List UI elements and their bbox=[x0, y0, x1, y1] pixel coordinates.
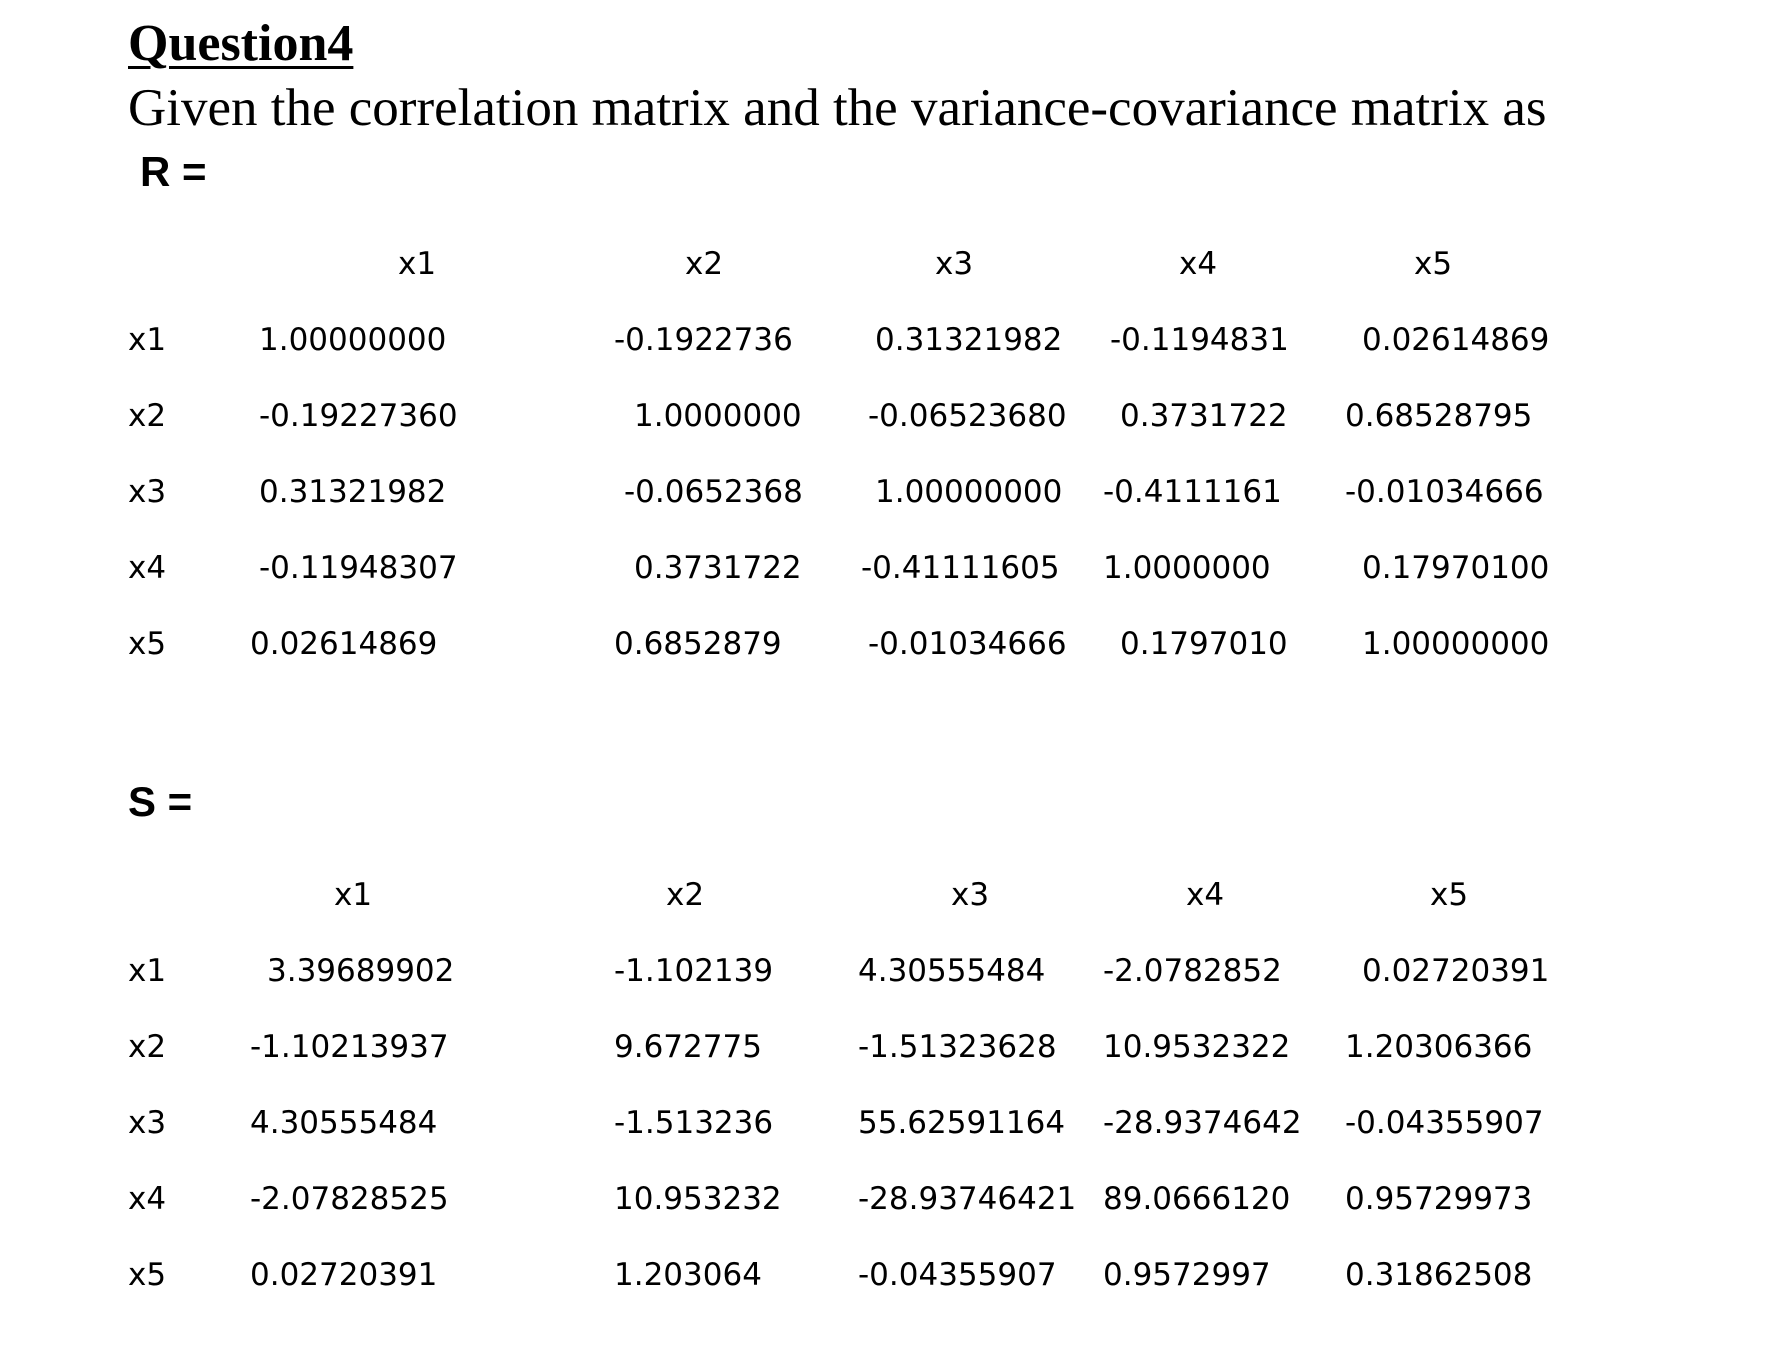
matrix-r-cell: -0.01034666 bbox=[1345, 474, 1544, 510]
matrix-s-cell: -0.04355907 bbox=[1345, 1105, 1544, 1141]
matrix-s-cell: 0.02720391 bbox=[250, 1257, 438, 1293]
matrix-r-cell: -0.01034666 bbox=[868, 626, 1067, 662]
matrix-s-cell: 1.20306366 bbox=[1345, 1029, 1533, 1065]
matrix-s-cell: 0.9572997 bbox=[1103, 1257, 1271, 1293]
matrix-r-cell: 1.00000000 bbox=[259, 322, 447, 358]
matrix-r-col-header: x1 bbox=[398, 246, 437, 282]
matrix-r-cell: 0.3731722 bbox=[1120, 398, 1288, 434]
matrix-s-cell: 0.02720391 bbox=[1362, 953, 1550, 989]
matrix-r-row-header: x2 bbox=[128, 398, 167, 434]
matrix-r-cell: 0.68528795 bbox=[1345, 398, 1533, 434]
matrix-r-row-header: x5 bbox=[128, 626, 167, 662]
matrix-r-cell: 1.00000000 bbox=[1362, 626, 1550, 662]
matrix-s-cell: -1.102139 bbox=[614, 953, 774, 989]
matrix-s-cell: 0.95729973 bbox=[1345, 1181, 1533, 1217]
question-intro: Given the correlation matrix and the var… bbox=[128, 79, 1547, 137]
matrix-r-cell: 0.31321982 bbox=[875, 322, 1063, 358]
matrix-r-col-header: x2 bbox=[685, 246, 724, 282]
matrix-r-cell: -0.11948307 bbox=[259, 550, 458, 586]
matrix-s-col-header: x4 bbox=[1186, 877, 1225, 913]
question-heading: Question4 bbox=[128, 15, 354, 72]
matrix-r-cell: 0.17970100 bbox=[1362, 550, 1550, 586]
matrix-r-col-header: x3 bbox=[935, 246, 974, 282]
matrix-s-cell: -1.513236 bbox=[614, 1105, 774, 1141]
matrix-r-cell: -0.4111161 bbox=[1103, 474, 1282, 510]
matrix-s-cell: 3.39689902 bbox=[267, 953, 455, 989]
matrix-s-row-header: x5 bbox=[128, 1257, 167, 1293]
matrix-s-cell: 9.672775 bbox=[614, 1029, 762, 1065]
matrix-r-cell: -0.41111605 bbox=[861, 550, 1060, 586]
matrix-s-row-header: x4 bbox=[128, 1181, 167, 1217]
matrix-s-cell: 89.0666120 bbox=[1103, 1181, 1291, 1217]
matrix-r-cell: -0.06523680 bbox=[868, 398, 1067, 434]
matrix-s-row-header: x2 bbox=[128, 1029, 167, 1065]
matrix-s-cell: 4.30555484 bbox=[250, 1105, 438, 1141]
matrix-r-col-header: x4 bbox=[1179, 246, 1218, 282]
matrix-s-cell: 1.203064 bbox=[614, 1257, 762, 1293]
matrix-r-cell: 0.6852879 bbox=[614, 626, 782, 662]
matrix-r-cell: -0.0652368 bbox=[624, 474, 803, 510]
matrix-r-col-header: x5 bbox=[1414, 246, 1453, 282]
matrix-r-row-header: x4 bbox=[128, 550, 167, 586]
matrix-r-cell: 0.02614869 bbox=[1362, 322, 1550, 358]
matrix-s-col-header: x1 bbox=[334, 877, 373, 913]
matrix-s-col-header: x3 bbox=[951, 877, 990, 913]
matrix-r-row-header: x1 bbox=[128, 322, 167, 358]
matrix-s-label: S = bbox=[128, 778, 193, 825]
matrix-r-cell: -0.19227360 bbox=[259, 398, 458, 434]
matrix-s-cell: -0.04355907 bbox=[858, 1257, 1057, 1293]
matrix-s-row-header: x3 bbox=[128, 1105, 167, 1141]
matrix-s-cell: -1.10213937 bbox=[250, 1029, 449, 1065]
matrix-s-cell: 4.30555484 bbox=[858, 953, 1046, 989]
matrix-r-row-header: x3 bbox=[128, 474, 167, 510]
matrix-s-cell: 10.9532322 bbox=[1103, 1029, 1291, 1065]
matrix-r-cell: 0.3731722 bbox=[634, 550, 802, 586]
matrix-r-cell: 0.1797010 bbox=[1120, 626, 1288, 662]
matrix-r-cell: 0.31321982 bbox=[259, 474, 447, 510]
matrix-r-cell: -0.1194831 bbox=[1110, 322, 1289, 358]
matrix-s-row-header: x1 bbox=[128, 953, 167, 989]
matrix-s-col-header: x2 bbox=[666, 877, 705, 913]
matrix-s-cell: -2.07828525 bbox=[250, 1181, 449, 1217]
matrix-s-col-header: x5 bbox=[1430, 877, 1469, 913]
matrix-r-label: R = bbox=[140, 148, 207, 195]
matrix-s-cell: -28.9374642 bbox=[1103, 1105, 1302, 1141]
matrix-s-cell: -1.51323628 bbox=[858, 1029, 1057, 1065]
matrix-s-cell: -2.0782852 bbox=[1103, 953, 1282, 989]
matrix-s-cell: 10.953232 bbox=[614, 1181, 782, 1217]
matrix-s-cell: -28.93746421 bbox=[858, 1181, 1077, 1217]
matrix-r-cell: 1.0000000 bbox=[1103, 550, 1271, 586]
matrix-s-cell: 0.31862508 bbox=[1345, 1257, 1533, 1293]
matrix-r-cell: -0.1922736 bbox=[614, 322, 793, 358]
matrix-r-cell: 1.0000000 bbox=[634, 398, 802, 434]
matrix-r-cell: 1.00000000 bbox=[875, 474, 1063, 510]
matrix-s-cell: 55.62591164 bbox=[858, 1105, 1066, 1141]
matrix-r-cell: 0.02614869 bbox=[250, 626, 438, 662]
